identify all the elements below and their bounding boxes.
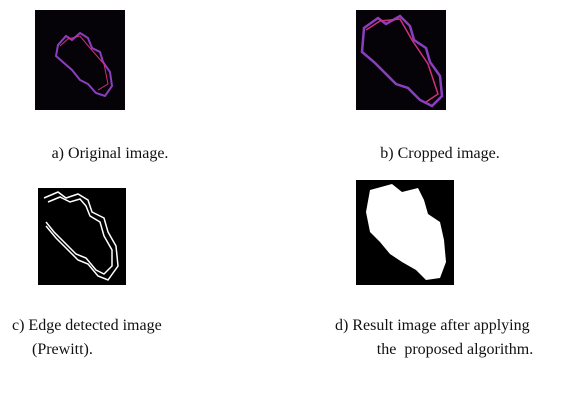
caption: a) Original image. [52,145,169,162]
caption: d) Result image after applying [335,317,530,334]
image-original [35,10,125,110]
image-edges [38,188,126,285]
image-result [356,180,454,285]
caption: the proposed algorithm. [377,341,533,358]
caption: c) Edge detected image [12,317,162,334]
caption: b) Cropped image. [380,145,500,162]
figure: a) Original image. b) Cropped image. c) … [0,0,582,407]
image-cropped [356,10,446,110]
page: a) Original image. b) Cropped image. c) … [0,0,582,407]
caption: (Prewitt). [32,341,93,358]
